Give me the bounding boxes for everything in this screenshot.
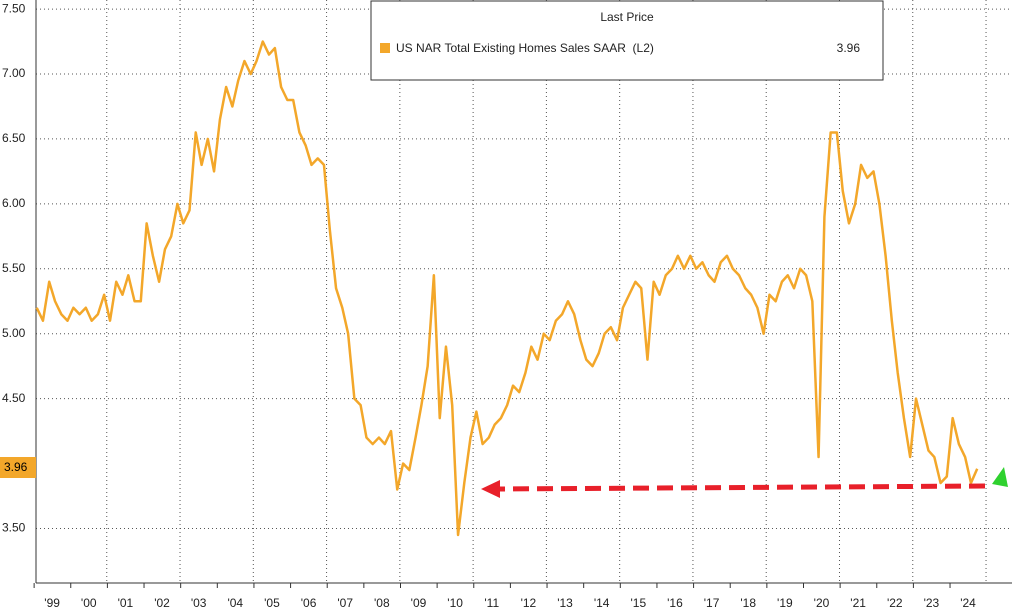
x-tick-label: '19 bbox=[777, 596, 793, 610]
y-tick-label: 7.50 bbox=[2, 1, 26, 15]
x-tick-label: '00 bbox=[81, 596, 97, 610]
x-tick-label: '07 bbox=[337, 596, 353, 610]
x-tick-label: '06 bbox=[301, 596, 317, 610]
green-arrowhead bbox=[992, 467, 1008, 487]
y-tick-label: 6.50 bbox=[2, 131, 26, 145]
x-tick-label: '99 bbox=[44, 596, 60, 610]
x-tick-label: '24 bbox=[960, 596, 976, 610]
x-tick-label: '10 bbox=[447, 596, 463, 610]
x-tick-label: '04 bbox=[227, 596, 243, 610]
red-dashed-arrow bbox=[497, 483, 986, 492]
x-tick-label: '23 bbox=[924, 596, 940, 610]
last-value-box bbox=[0, 457, 36, 478]
x-tick-label: '22 bbox=[887, 596, 903, 610]
legend-title: Last Price bbox=[600, 10, 654, 24]
y-tick-label: 5.50 bbox=[2, 261, 26, 275]
x-tick-label: '20 bbox=[814, 596, 830, 610]
x-tick-label: '08 bbox=[374, 596, 390, 610]
x-tick-label: '21 bbox=[850, 596, 866, 610]
legend bbox=[370, 0, 884, 81]
y-tick-label: 6.00 bbox=[2, 196, 26, 210]
x-tick-label: '02 bbox=[154, 596, 170, 610]
y-tick-label: 4.50 bbox=[2, 391, 26, 405]
last-value-label: 3.96 bbox=[4, 460, 28, 474]
x-tick-label: '15 bbox=[630, 596, 646, 610]
legend-value: 3.96 bbox=[837, 41, 861, 55]
plot bbox=[35, 40, 979, 537]
x-tick-label: '12 bbox=[521, 596, 537, 610]
ticks: 3.50 4.50 5.00 5.50 6.00 6.50 7.00 7.50 '99 '00 '0… bbox=[2, 1, 976, 610]
legend-swatch bbox=[380, 43, 390, 53]
y-tick-label: 7.00 bbox=[2, 66, 26, 80]
y-tick-label: 5.00 bbox=[2, 326, 26, 340]
x-tick-label: '03 bbox=[191, 596, 207, 610]
red-arrowhead bbox=[481, 480, 500, 498]
x-tick-label: '09 bbox=[411, 596, 427, 610]
x-tick-label: '11 bbox=[484, 596, 499, 610]
x-tick-label: '01 bbox=[118, 596, 134, 610]
y-tick-label: 3.50 bbox=[2, 521, 26, 535]
legend-entry: US NAR Total Existing Homes Sales SAAR (… bbox=[396, 41, 654, 55]
x-tick-label: '05 bbox=[264, 596, 280, 610]
line-series bbox=[35, 40, 979, 537]
x-tick-label: '13 bbox=[557, 596, 573, 610]
x-tick-label: '16 bbox=[667, 596, 683, 610]
x-tick-label: '17 bbox=[704, 596, 720, 610]
x-tick-label: '18 bbox=[740, 596, 756, 610]
x-tick-label: '14 bbox=[594, 596, 610, 610]
